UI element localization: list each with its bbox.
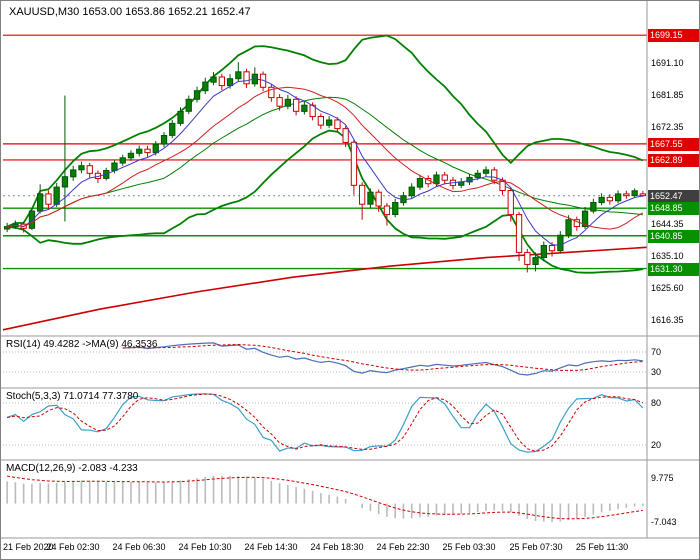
support-price-label[interactable]: 1631.30: [648, 262, 699, 276]
stoch-indicator-label: Stoch(5,3,3) 71.0714 77.3780: [6, 391, 139, 402]
price-tick-label: 1672.35: [651, 122, 684, 133]
support-price-label[interactable]: 1640.85: [648, 229, 699, 243]
time-axis-label: 24 Feb 18:30: [310, 542, 364, 552]
resistance-price-label[interactable]: 1699.15: [648, 29, 699, 43]
rsi-scale-label: 30: [651, 367, 662, 377]
price-tick-label: 1635.10: [651, 250, 684, 261]
rsi-scale-label: 70: [651, 347, 662, 357]
time-axis-label: 24 Feb 02:30: [46, 542, 100, 552]
time-axis-label: 25 Feb 03:30: [442, 542, 496, 552]
macd-indicator-label: MACD(12,26,9) -2.083 -4.233: [6, 463, 138, 474]
price-tick-label: 1625.60: [651, 283, 684, 294]
resistance-price-label[interactable]: 1662.89: [648, 153, 699, 167]
stoch-scale-label: 20: [651, 440, 662, 450]
rsi-indicator-label: RSI(14) 49.4282 ->MA(9) 46.3536: [6, 339, 158, 350]
stoch-scale-label: 80: [651, 398, 662, 408]
time-axis-label: 24 Feb 10:30: [178, 542, 232, 552]
support-price-label[interactable]: 1648.85: [648, 202, 699, 216]
resistance-price-label[interactable]: 1667.55: [648, 137, 699, 151]
time-axis-label: 24 Feb 06:30: [112, 542, 166, 552]
price-tick-label: 1644.35: [651, 218, 684, 229]
time-axis-label: 25 Feb 07:30: [509, 542, 563, 552]
price-tick-label: 1681.85: [651, 89, 684, 100]
symbol-ohlc-label: XAUUSD,M30 1653.00 1653.86 1652.21 1652.…: [9, 6, 251, 18]
time-axis-label: 24 Feb 22:30: [376, 542, 430, 552]
price-tick-label: 1616.35: [651, 315, 684, 326]
macd-scale-label: -7.043: [651, 516, 677, 527]
time-axis-label: 24 Feb 14:30: [244, 542, 298, 552]
macd-scale-label: 9.775: [651, 473, 674, 484]
time-axis-label: 25 Feb 11:30: [575, 542, 629, 552]
time-axis-label: 21 Feb 2020: [3, 542, 54, 552]
current-price-label: 1652.47: [648, 189, 699, 203]
price-tick-label: 1691.10: [651, 57, 684, 68]
